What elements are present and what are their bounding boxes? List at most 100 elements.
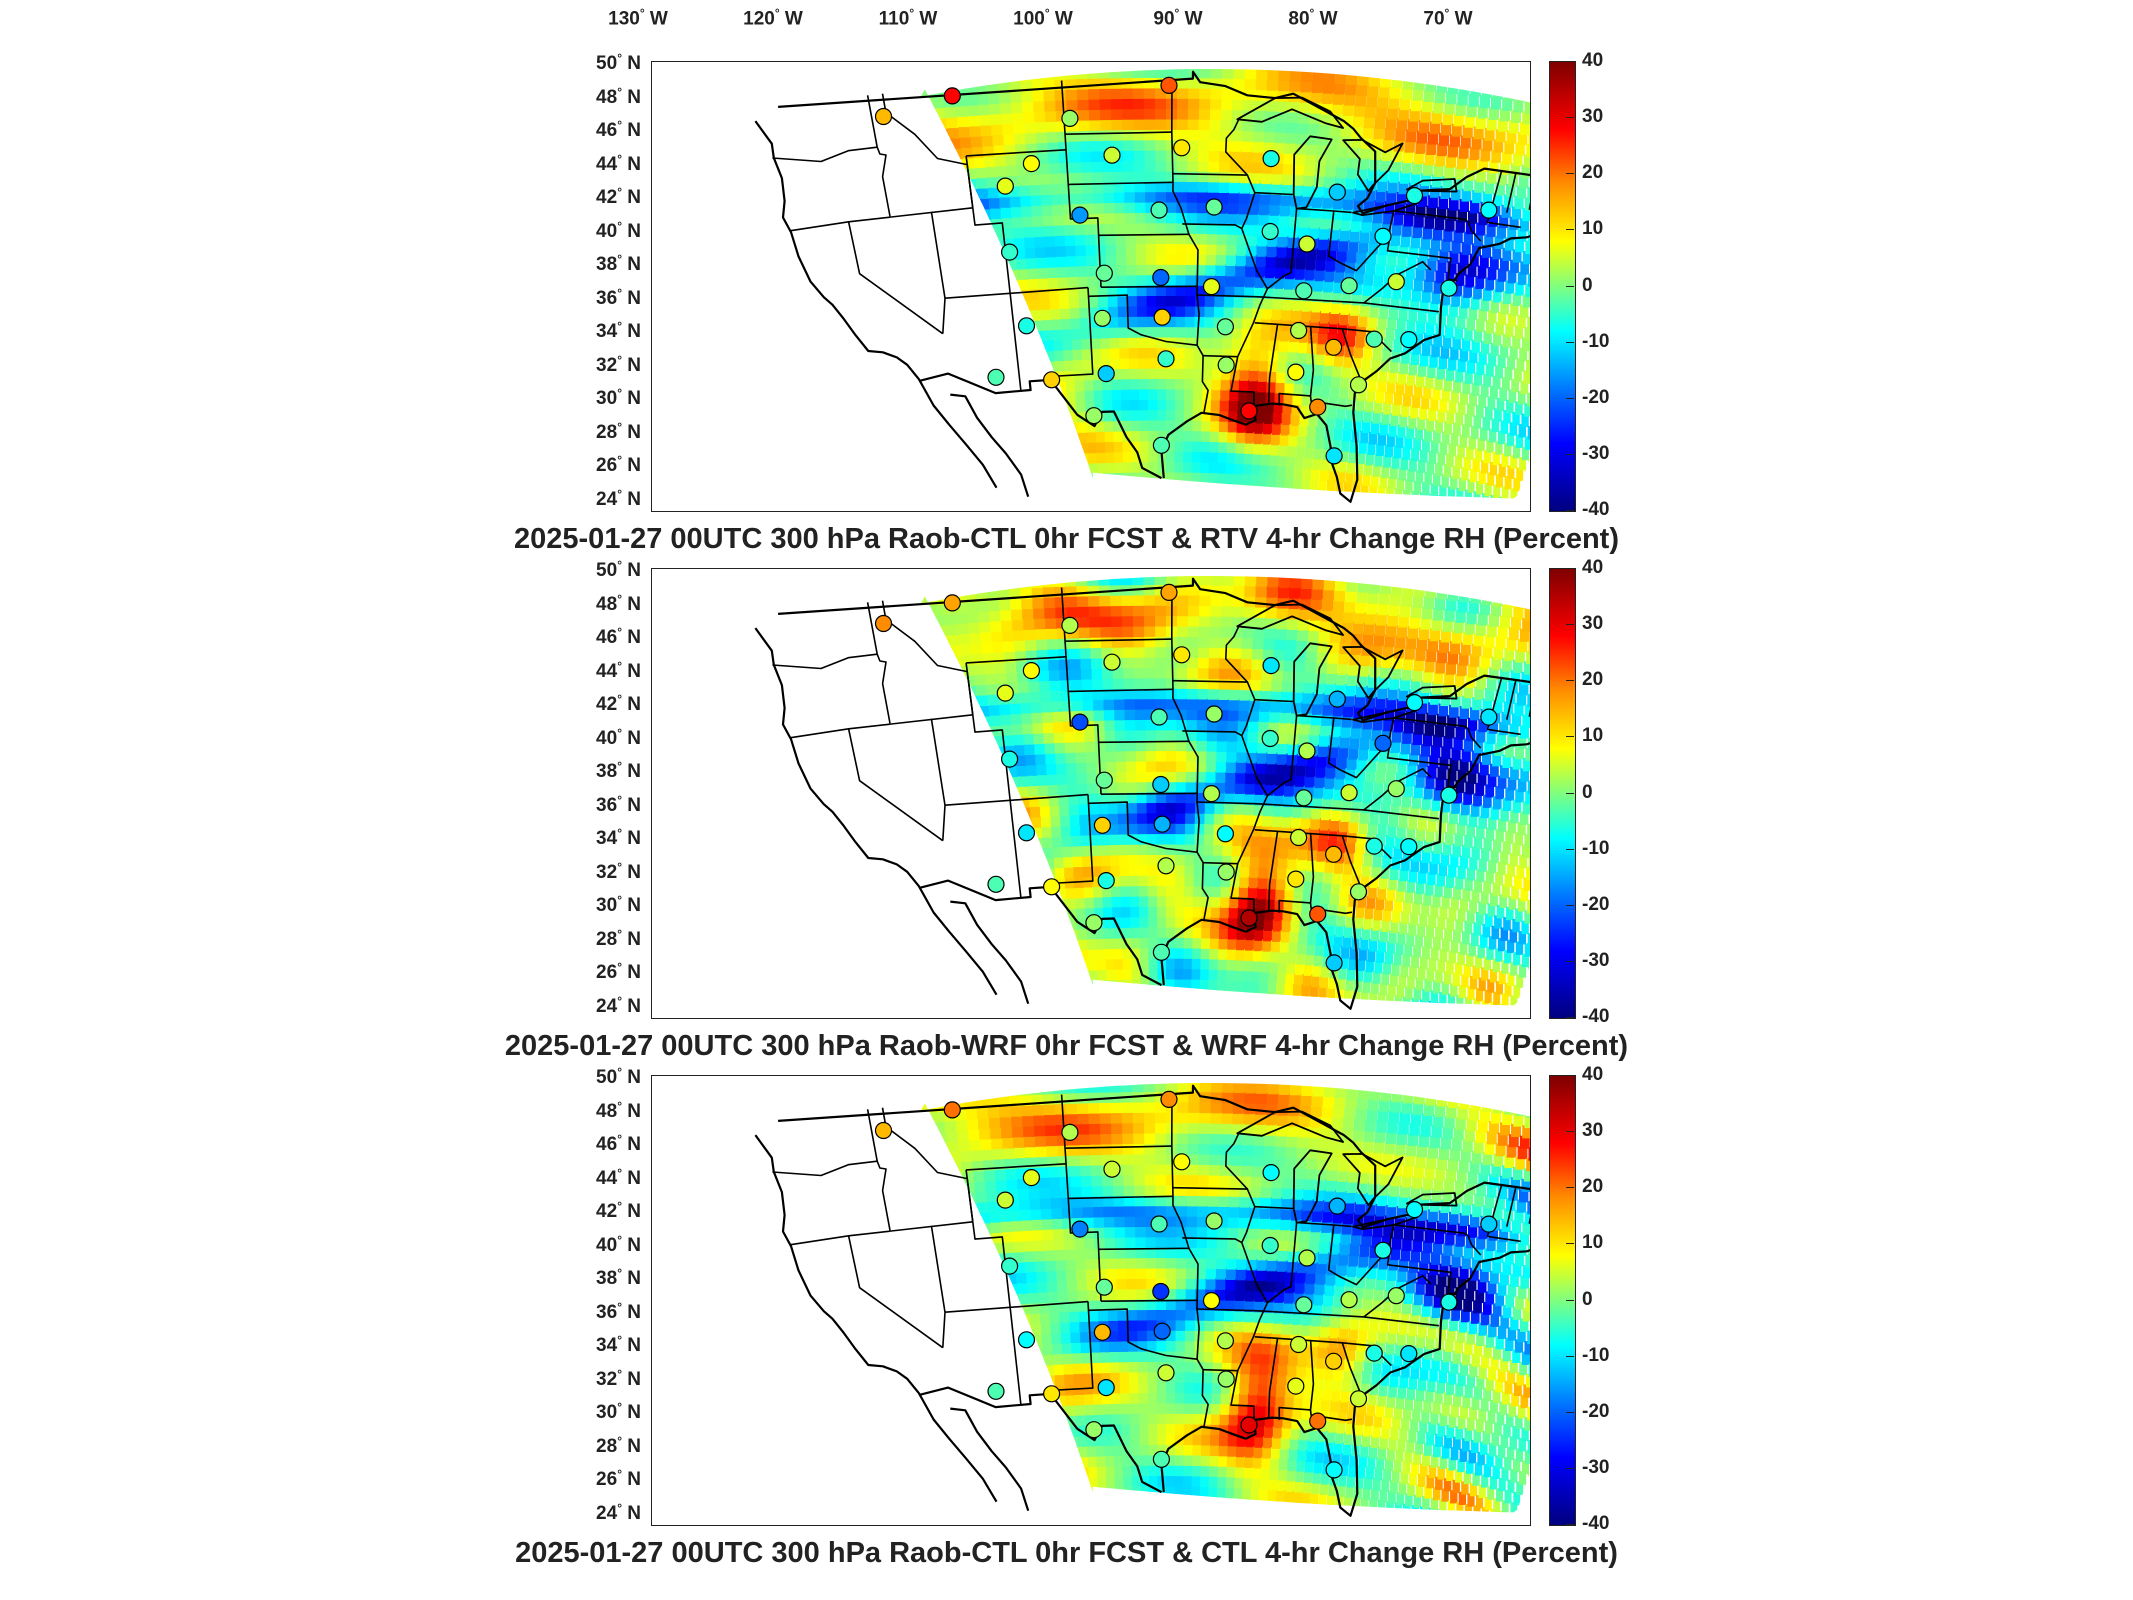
- state-border: [1087, 287, 1209, 413]
- field-cell: [1349, 440, 1359, 453]
- field-cell: [1209, 958, 1219, 970]
- field-cell: [1373, 126, 1385, 140]
- field-cell: [1025, 132, 1038, 144]
- field-cell: [987, 851, 1000, 863]
- field-cell: [1355, 461, 1364, 475]
- field-cell: [1185, 274, 1197, 286]
- field-cell: [1291, 184, 1303, 197]
- latitude-tick-label: 34° N: [596, 318, 641, 343]
- field-cell: [1246, 751, 1257, 764]
- field-cell: [1312, 457, 1321, 470]
- field-cell: [1350, 135, 1361, 148]
- field-cell: [1186, 253, 1197, 265]
- field-cell: [1241, 129, 1254, 142]
- field-cell: [1146, 760, 1158, 772]
- field-cell: [1244, 275, 1256, 288]
- field-cell: [1033, 931, 1045, 943]
- field-cell: [1129, 874, 1140, 887]
- raob-station-marker: [1298, 235, 1316, 253]
- field-cell: [976, 768, 989, 780]
- field-cell: [1192, 926, 1203, 939]
- field-cell: [1043, 225, 1056, 237]
- field-cell: [1259, 203, 1270, 216]
- field-cell: [1387, 254, 1397, 267]
- field-cell: [1079, 307, 1091, 319]
- field-cell: [1358, 241, 1369, 254]
- field-cell: [1297, 121, 1309, 134]
- field-cell: [1066, 266, 1079, 278]
- field-cell: [1021, 206, 1034, 217]
- field-cell: [1079, 442, 1090, 454]
- field-cell: [1155, 128, 1168, 141]
- field-cell: [1201, 937, 1211, 949]
- field-cell: [1125, 232, 1137, 245]
- field-cell: [1103, 181, 1116, 193]
- field-cell: [1259, 710, 1270, 723]
- field-cell: [1382, 285, 1392, 298]
- field-cell: [1235, 761, 1247, 774]
- field-cell: [950, 729, 964, 740]
- field-cell: [931, 805, 945, 816]
- field-cell: [1234, 969, 1244, 982]
- field-cell: [1191, 999, 1201, 1006]
- field-cell: [948, 782, 961, 793]
- field-cell: [1255, 585, 1268, 598]
- field-cell: [1061, 328, 1074, 340]
- field-cell: [1377, 179, 1388, 193]
- field-cell: [1516, 467, 1524, 481]
- field-cell: [1119, 864, 1131, 876]
- field-cell: [1166, 315, 1177, 328]
- field-cell: [1322, 588, 1335, 601]
- field-cell: [1131, 430, 1142, 442]
- field-cell: [1166, 284, 1177, 296]
- field-cell: [1095, 751, 1108, 763]
- field-cell: [1294, 659, 1306, 672]
- field-cell: [1306, 143, 1317, 156]
- field-cell: [1036, 142, 1050, 154]
- field-cell: [1205, 253, 1217, 266]
- field-cell: [1036, 764, 1049, 776]
- field-cell: [1474, 448, 1483, 462]
- field-cell: [1130, 409, 1141, 421]
- field-cell: [1394, 488, 1403, 499]
- field-cell: [1204, 802, 1216, 814]
- field-cell: [1166, 408, 1176, 421]
- field-cell: [1505, 399, 1514, 414]
- field-cell: [1266, 887, 1276, 900]
- field-cell: [1079, 814, 1091, 826]
- field-cell: [1071, 679, 1084, 691]
- field-cell: [1328, 395, 1338, 409]
- field-cell: [1267, 370, 1277, 383]
- field-cell: [1000, 1008, 1011, 1018]
- field-cell: [1299, 722, 1310, 735]
- field-cell: [1289, 79, 1301, 92]
- field-cell: [1166, 936, 1176, 949]
- field-cell: [1225, 781, 1236, 794]
- field-cell: [1267, 234, 1278, 247]
- field-cell: [1296, 753, 1307, 766]
- field-cell: [1235, 441, 1245, 454]
- field-cell: [1048, 287, 1061, 299]
- field-cell: [1438, 133, 1450, 146]
- field-cell: [1257, 1001, 1267, 1006]
- field-cell: [1260, 960, 1270, 973]
- field-cell: [1096, 938, 1107, 950]
- field-cell: [1185, 294, 1197, 307]
- field-cell: [1292, 298, 1302, 311]
- field-cell: [1086, 254, 1098, 266]
- field-cell: [1287, 951, 1297, 964]
- field-cell: [1429, 248, 1439, 262]
- field-cell: [1523, 370, 1530, 384]
- field-cell: [1075, 244, 1088, 256]
- field-cell: [1508, 389, 1517, 403]
- field-cell: [1124, 719, 1137, 731]
- field-cell: [1257, 887, 1267, 900]
- field-cell: [1313, 373, 1323, 386]
- field-cell: [1187, 118, 1200, 131]
- field-cell: [949, 792, 963, 803]
- field-cell: [1175, 315, 1187, 328]
- field-cell: [984, 576, 999, 580]
- field-cell: [1032, 90, 1046, 102]
- field-cell: [1027, 953, 1039, 964]
- field-cell: [1345, 684, 1356, 697]
